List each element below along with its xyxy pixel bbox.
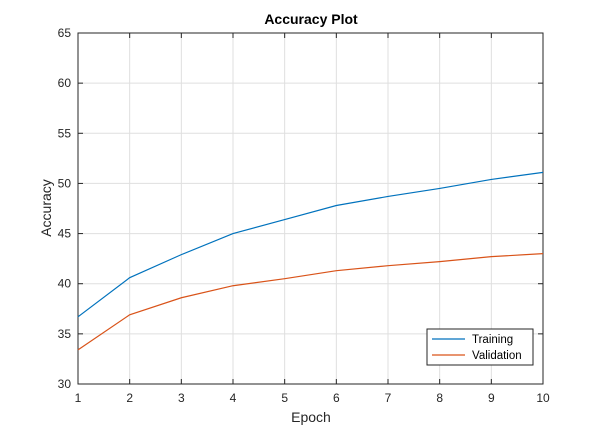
y-tick-label: 60: [58, 76, 72, 90]
series-layer: [77, 171, 544, 351]
y-tick-label: 65: [58, 26, 72, 40]
x-tick-label: 9: [488, 391, 495, 405]
y-tick-label: 50: [58, 176, 72, 190]
x-tick-label: 10: [536, 391, 550, 405]
chart-title: Accuracy Plot: [264, 11, 358, 27]
series-line-validation: [77, 253, 544, 351]
legend-label: Training: [472, 334, 513, 346]
y-tick-label: 35: [58, 327, 72, 341]
x-tick-label: 7: [385, 391, 392, 405]
x-axis-title: Epoch: [291, 409, 331, 425]
x-tick-label: 1: [75, 391, 82, 405]
x-tick-label: 6: [333, 391, 340, 405]
series-line-training: [77, 171, 544, 318]
x-tick-label: 2: [126, 391, 133, 405]
y-tick-label: 45: [58, 227, 72, 241]
y-axis-title: Accuracy: [38, 179, 54, 237]
y-tick-label: 55: [58, 126, 72, 140]
y-tick-label: 30: [58, 377, 72, 391]
y-tick-label: 40: [58, 277, 72, 291]
x-tick-label: 3: [178, 391, 185, 405]
x-tick-label: 4: [230, 391, 237, 405]
legend-box: [426, 328, 534, 366]
plot-area: [77, 32, 544, 385]
legend-label: Validation: [472, 350, 522, 362]
legend: Training Validation: [426, 328, 534, 366]
x-tick-label: 5: [281, 391, 288, 405]
x-tick-label: 8: [436, 391, 443, 405]
